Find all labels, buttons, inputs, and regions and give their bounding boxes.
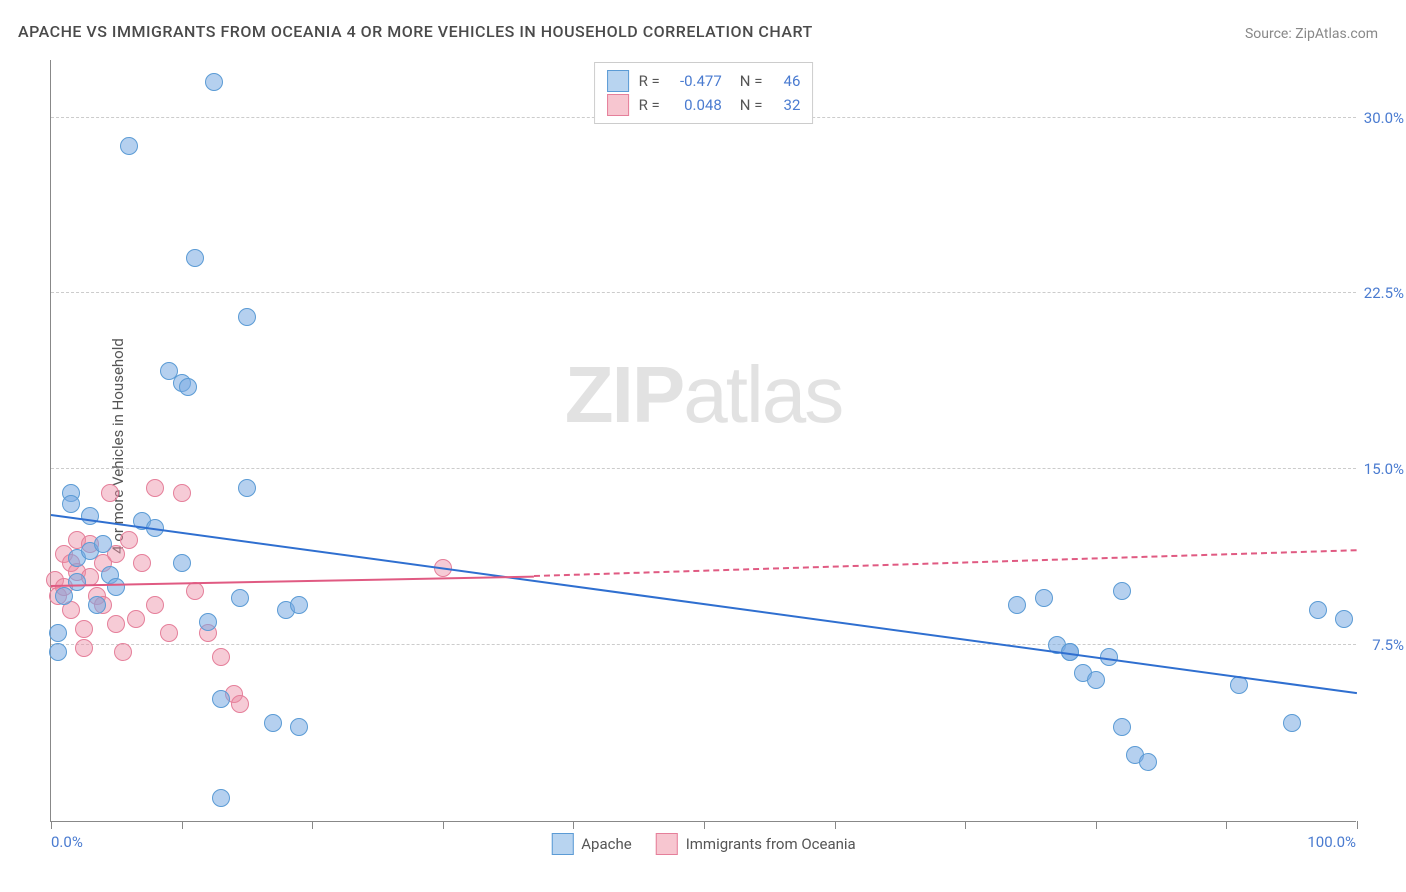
- x-tick: [443, 821, 444, 829]
- legend-swatch: [656, 833, 678, 855]
- data-point: [231, 589, 249, 607]
- data-point: [49, 624, 67, 642]
- y-tick-label: 7.5%: [1372, 636, 1404, 654]
- data-point: [160, 624, 178, 642]
- data-point: [290, 596, 308, 614]
- x-tick: [573, 821, 574, 829]
- legend-label: Apache: [581, 835, 631, 853]
- y-tick-label: 30.0%: [1364, 109, 1404, 127]
- chart-title: APACHE VS IMMIGRANTS FROM OCEANIA 4 OR M…: [18, 22, 813, 41]
- x-tick: [835, 821, 836, 829]
- y-tick-label: 22.5%: [1364, 284, 1404, 302]
- legend-r-value: 0.048: [670, 93, 722, 117]
- legend-n-label: N =: [740, 93, 763, 117]
- x-tick: [1096, 821, 1097, 829]
- legend-row: R = 0.048 N = 32: [607, 93, 801, 117]
- y-tick-label: 15.0%: [1364, 460, 1404, 478]
- legend-series: Apache Immigrants from Oceania: [551, 833, 855, 855]
- data-point: [231, 695, 249, 713]
- trendline-dashed: [534, 549, 1357, 577]
- data-point: [199, 613, 217, 631]
- legend-n-value: 32: [772, 93, 800, 117]
- data-point: [75, 639, 93, 657]
- gridline: [51, 644, 1356, 645]
- data-point: [1113, 718, 1131, 736]
- chart-container: APACHE VS IMMIGRANTS FROM OCEANIA 4 OR M…: [0, 0, 1406, 892]
- gridline: [51, 292, 1356, 293]
- data-point: [1087, 671, 1105, 689]
- data-point: [238, 308, 256, 326]
- data-point: [173, 554, 191, 572]
- legend-n-value: 46: [772, 69, 800, 93]
- legend-n-label: N =: [740, 69, 763, 93]
- data-point: [186, 582, 204, 600]
- data-point: [88, 596, 106, 614]
- data-point: [75, 620, 93, 638]
- data-point: [1335, 610, 1353, 628]
- data-point: [205, 73, 223, 91]
- watermark-zip: ZIP: [565, 350, 683, 439]
- legend-swatch: [607, 70, 629, 92]
- x-tick: [704, 821, 705, 829]
- data-point: [1035, 589, 1053, 607]
- watermark: ZIPatlas: [565, 349, 842, 441]
- data-point: [238, 479, 256, 497]
- data-point: [62, 495, 80, 513]
- data-point: [114, 643, 132, 661]
- data-point: [107, 578, 125, 596]
- legend-correlation: R = -0.477 N = 46 R = 0.048 N = 32: [594, 62, 814, 124]
- x-tick: [965, 821, 966, 829]
- data-point: [1008, 596, 1026, 614]
- legend-swatch: [607, 94, 629, 116]
- data-point: [146, 479, 164, 497]
- data-point: [186, 249, 204, 267]
- legend-row: R = -0.477 N = 46: [607, 69, 801, 93]
- legend-r-label: R =: [639, 93, 660, 117]
- plot-area: ZIPatlas R = -0.477 N = 46R = 0.048 N = 32 0.0…: [50, 60, 1356, 822]
- data-point: [55, 587, 73, 605]
- data-point: [120, 531, 138, 549]
- x-axis-max-label: 100.0%: [1307, 833, 1356, 851]
- gridline: [51, 468, 1356, 469]
- data-point: [127, 610, 145, 628]
- legend-r-value: -0.477: [670, 69, 722, 93]
- x-tick: [1357, 821, 1358, 829]
- data-point: [290, 718, 308, 736]
- data-point: [212, 789, 230, 807]
- source-attribution: Source: ZipAtlas.com: [1245, 26, 1378, 42]
- data-point: [101, 484, 119, 502]
- data-point: [49, 643, 67, 661]
- data-point: [212, 648, 230, 666]
- data-point: [179, 378, 197, 396]
- x-axis-min-label: 0.0%: [51, 833, 83, 851]
- data-point: [94, 535, 112, 553]
- x-tick: [182, 821, 183, 829]
- legend-label: Immigrants from Oceania: [686, 835, 856, 853]
- data-point: [173, 484, 191, 502]
- data-point: [146, 596, 164, 614]
- data-point: [133, 554, 151, 572]
- data-point: [264, 714, 282, 732]
- data-point: [212, 690, 230, 708]
- watermark-atlas: atlas: [683, 350, 842, 439]
- x-tick: [312, 821, 313, 829]
- legend-item: Immigrants from Oceania: [656, 833, 856, 855]
- data-point: [68, 573, 86, 591]
- x-tick: [1226, 821, 1227, 829]
- data-point: [120, 137, 138, 155]
- data-point: [1283, 714, 1301, 732]
- data-point: [1309, 601, 1327, 619]
- legend-r-label: R =: [639, 69, 660, 93]
- data-point: [1139, 753, 1157, 771]
- data-point: [81, 507, 99, 525]
- data-point: [107, 615, 125, 633]
- data-point: [1113, 582, 1131, 600]
- legend-swatch: [551, 833, 573, 855]
- x-tick: [51, 821, 52, 829]
- legend-item: Apache: [551, 833, 631, 855]
